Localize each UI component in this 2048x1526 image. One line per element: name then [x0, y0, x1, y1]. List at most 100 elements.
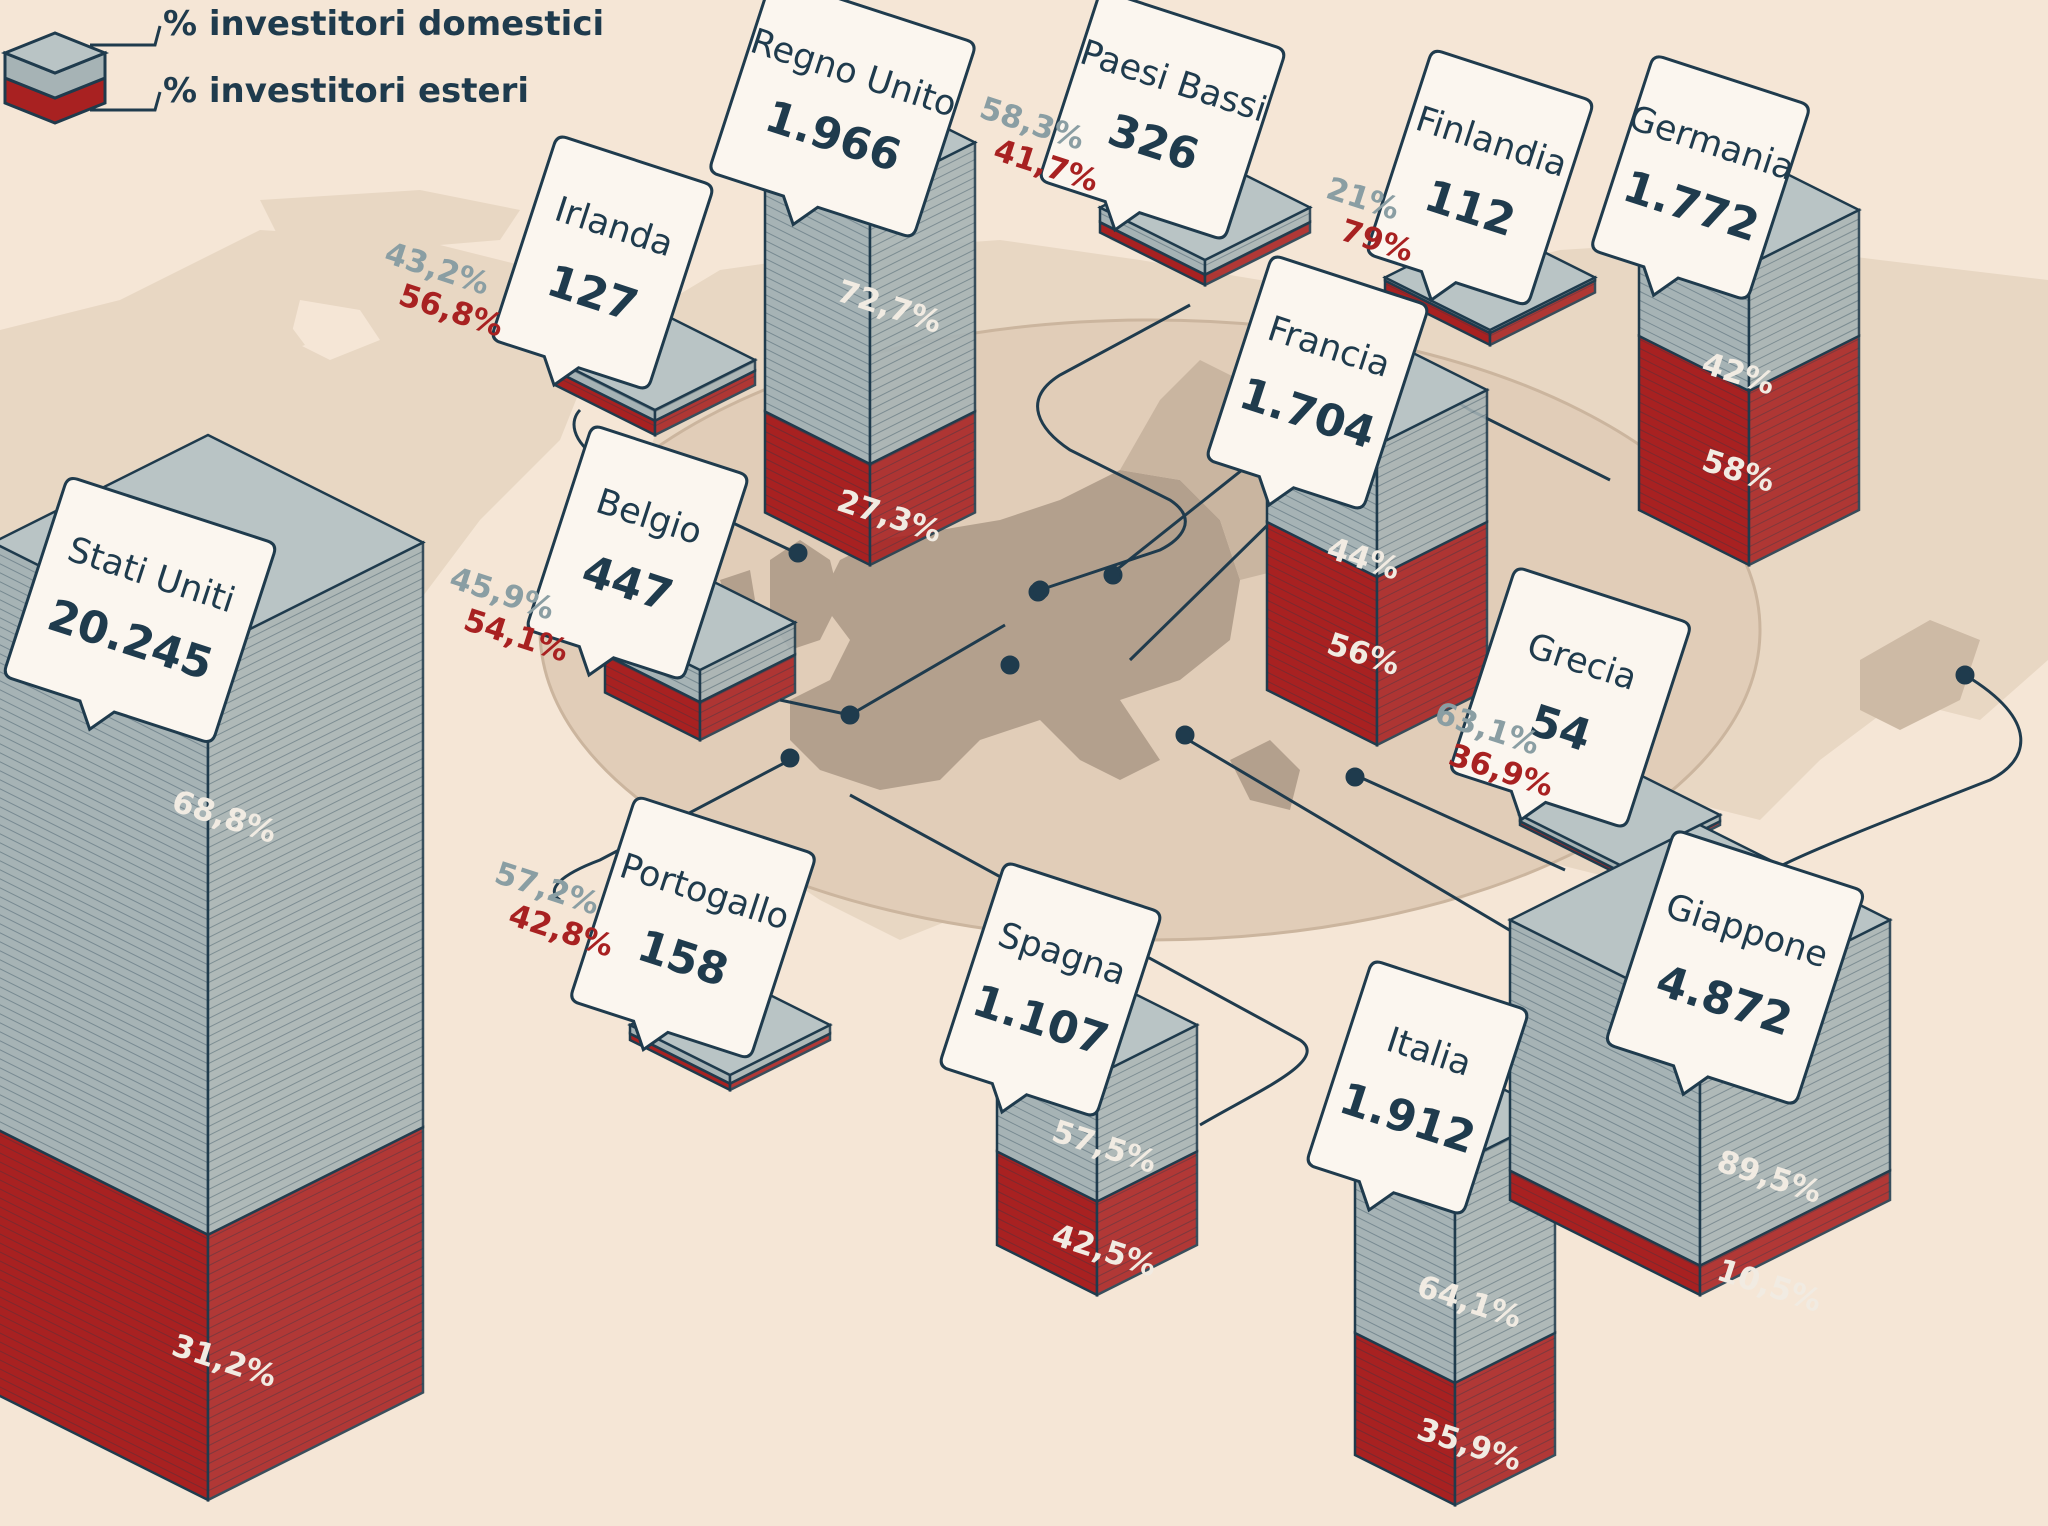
domestic-block-stati-uniti-layer-line [0, 829, 424, 939]
domestic-block-italia-layer-line [1354, 1215, 1556, 1267]
location-dot-0 [788, 543, 808, 563]
domestic-block-giappone-layer-line [1509, 1116, 1891, 1213]
foreign-block-stati-uniti-layer-line [0, 1338, 424, 1447]
foreign-block-regno-unito-layer-line [764, 485, 976, 539]
domestic-block-italia-layer-line [1354, 1242, 1556, 1294]
foreign-block-germania-layer-line [1638, 365, 1860, 422]
foreign-block-francia-layer-line [1266, 680, 1488, 737]
foreign-block-germania-layer-line [1638, 410, 1860, 467]
connector-line-6 [849, 793, 1309, 1127]
foreign-block-francia-layer-line [1266, 608, 1488, 665]
location-dot-6 [1175, 725, 1195, 745]
foreign-block-germania-layer-line [1638, 374, 1860, 431]
location-dot-9 [1030, 580, 1050, 600]
domestic-block-stati-uniti-layer-line [0, 703, 424, 813]
foreign-block-spagna-layer-line [996, 1235, 1198, 1287]
foreign-block-stati-uniti-layer-line [0, 1302, 424, 1411]
foreign-block-germania-layer-line [1638, 338, 1860, 395]
domestic-block-italia-layer-line [1354, 1233, 1556, 1285]
domestic-block-regno-unito-layer-line [764, 222, 976, 276]
domestic-block-germania-layer-line [1638, 272, 1860, 329]
foreign-block-spagna-layer-line [996, 1172, 1198, 1224]
foreign-block-francia-layer-line [1266, 581, 1488, 638]
domestic-block-regno-unito-layer-line [764, 213, 976, 267]
callout-box-italia [1306, 960, 1529, 1215]
domestic-block-francia-layer-line [1266, 503, 1488, 560]
foreign-block-germania-layer-line [1638, 491, 1860, 548]
domestic-block-stati-uniti-layer-line [0, 667, 424, 777]
foreign-block-stati-uniti-layer-line [0, 1167, 424, 1276]
domestic-block-spagna-layer-line [996, 1142, 1198, 1194]
domestic-block-stati-uniti-layer-line [0, 865, 424, 975]
domestic-block-giappone-layer-line [1509, 999, 1891, 1096]
connector-line-5 [552, 758, 791, 902]
domestic-block-germania-layer-line [1638, 299, 1860, 356]
foreign-block-italia-layer-line [1354, 1445, 1556, 1497]
foreign-block-stati-uniti-layer-line [0, 1284, 424, 1393]
foreign-block-francia-layer-line [1266, 617, 1488, 674]
foreign-block-regno-unito-layer-line [764, 476, 976, 530]
domestic-block-spagna-layer-line [996, 1088, 1198, 1140]
foreign-block-spagna-layer-line [996, 1217, 1198, 1269]
domestic-block-stati-uniti-layer-line [0, 1108, 424, 1218]
foreign-block-regno-unito-layer-line [764, 422, 976, 476]
domestic-block-germania-layer-line [1638, 308, 1860, 365]
domestic-block-stati-uniti-layer-line [0, 1027, 424, 1137]
foreign-block-italia-layer-line [1354, 1364, 1556, 1416]
callout-box-finlandia [1366, 49, 1594, 306]
domestic-block-italia-layer-line [1354, 1206, 1556, 1258]
domestic-block-stati-uniti-layer-line [0, 757, 424, 867]
domestic-block-stati-uniti-layer-line [0, 784, 424, 894]
foreign-block-germania-layer-line [1638, 473, 1860, 530]
foreign-block-stati-uniti-layer-line [0, 1329, 424, 1438]
domestic-block-stati-uniti-layer-line [0, 883, 424, 993]
domestic-block-stati-uniti-layer-line [0, 1090, 424, 1200]
domestic-block-giappone-layer-line [1509, 1017, 1891, 1114]
domestic-block-stati-uniti-layer-line [0, 811, 424, 921]
domestic-block-stati-uniti-layer-line [0, 946, 424, 1056]
foreign-block-stati-uniti-layer-line [0, 1248, 424, 1357]
domestic-block-stati-uniti-layer-line [0, 874, 424, 984]
domestic-block-stati-uniti-layer-line [0, 1072, 424, 1182]
foreign-block-belgio-layer-line [604, 665, 796, 714]
foreign-block-stati-uniti-layer-line [0, 1185, 424, 1294]
foreign-block-germania-layer-line [1638, 428, 1860, 485]
domestic-block-francia-layer-line [1266, 494, 1488, 551]
foreign-block-italia-layer-line [1354, 1355, 1556, 1407]
foreign-block-giappone-layer-line [1509, 1172, 1891, 1269]
foreign-block-francia-layer-line [1266, 545, 1488, 602]
domestic-block-stati-uniti-layer-line [0, 685, 424, 795]
connector-line-9 [1354, 773, 1566, 872]
domestic-block-francia-layer-line [1266, 512, 1488, 569]
foreign-block-francia-layer-line [1266, 572, 1488, 629]
domestic-block-germania-layer-line [1638, 263, 1860, 320]
foreign-block-germania-layer-line [1638, 455, 1860, 512]
callout-box-belgio [526, 425, 749, 680]
foreign-block-italia-layer-line [1354, 1373, 1556, 1425]
callout-box-francia [1206, 255, 1429, 510]
domestic-block-italia-layer-line [1354, 1269, 1556, 1321]
domestic-block-regno-unito-layer-line [764, 258, 976, 312]
domestic-block-regno-unito-layer-line [764, 348, 976, 402]
foreign-block-italia-layer-line [1354, 1337, 1556, 1389]
callout-box-irlanda [491, 135, 714, 390]
domestic-block-regno-unito-layer-line [764, 249, 976, 303]
domestic-block-spagna-layer-line [996, 1133, 1198, 1185]
domestic-block-giappone-layer-line [1509, 1035, 1891, 1132]
legend: % investitori domestici % investitori es… [0, 4, 604, 125]
callout-box-grecia [1450, 567, 1691, 828]
domestic-block-stati-uniti-layer-line [0, 973, 424, 1083]
callout-box-paesi-bassi [1039, 0, 1286, 240]
domestic-block-giappone-layer-line [1509, 1134, 1891, 1231]
foreign-block-stati-uniti-layer-line [0, 1194, 424, 1303]
foreign-block-belgio-layer-line [604, 656, 796, 705]
domestic-block-spagna-layer-line [996, 1124, 1198, 1176]
foreign-block-germania-layer-line [1638, 437, 1860, 494]
foreign-block-germania-layer-line [1638, 347, 1860, 404]
